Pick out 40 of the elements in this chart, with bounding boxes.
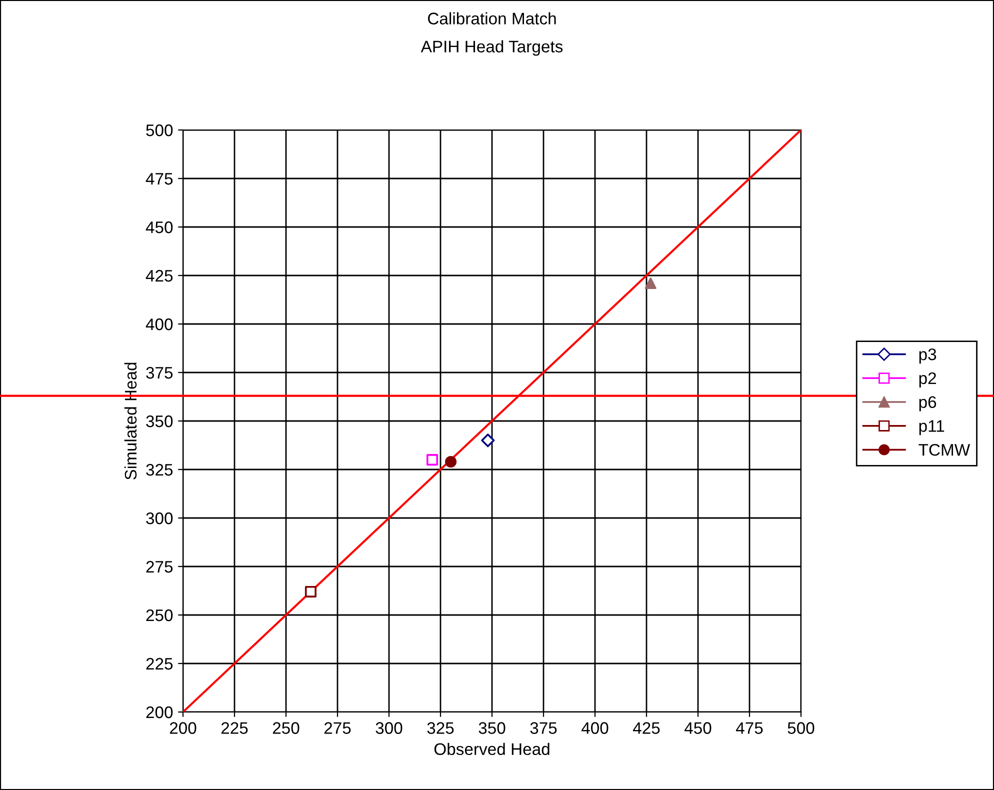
x-tick-label: 200 [170, 722, 196, 734]
legend-label: p3 [919, 348, 936, 364]
point [304, 586, 316, 598]
legend-label: p11 [919, 420, 944, 436]
y-tick-label: 350 [146, 415, 173, 428]
y-tick-label: 375 [146, 366, 173, 379]
legend-label: p2 [919, 372, 936, 388]
x-tick-label: 475 [736, 722, 763, 734]
point [481, 434, 495, 448]
point [426, 454, 438, 466]
y-tick-label: 450 [146, 221, 173, 234]
point [644, 277, 656, 290]
x-tick-label: 375 [530, 722, 557, 734]
chart-subtitle: APIH Head Targets [420, 40, 563, 56]
y-tick-label: 500 [146, 124, 173, 136]
y-tick-label: 400 [146, 318, 173, 330]
x-tick-label: 300 [376, 722, 402, 734]
y-tick-label: 325 [146, 464, 173, 476]
x-tick-label: 425 [632, 722, 660, 734]
x-tick-label: 400 [581, 722, 608, 734]
y-axis-title: Simulated Head [124, 362, 137, 480]
x-tick-label: 275 [324, 722, 351, 734]
x-tick-label: 250 [272, 722, 300, 734]
x-tick-label: 500 [788, 722, 814, 734]
y-tick-label: 275 [146, 560, 173, 573]
x-tick-label: 450 [684, 722, 712, 734]
legend-label: TCMW [918, 444, 970, 456]
y-tick-label: 475 [146, 173, 173, 185]
x-tick-label: 350 [478, 722, 506, 734]
y-tick-label: 300 [146, 512, 173, 524]
y-tick-label: 200 [146, 706, 173, 718]
legend-label: p6 [919, 396, 936, 412]
y-tick-label: 250 [146, 609, 173, 622]
point [445, 456, 457, 468]
x-axis-title: Observed Head [434, 742, 550, 756]
y-tick-label: 425 [146, 270, 173, 282]
chart-title: Calibration Match [428, 12, 556, 24]
x-tick-label: 325 [427, 722, 454, 734]
x-tick-label: 225 [221, 722, 248, 734]
y-tick-label: 225 [146, 658, 173, 670]
